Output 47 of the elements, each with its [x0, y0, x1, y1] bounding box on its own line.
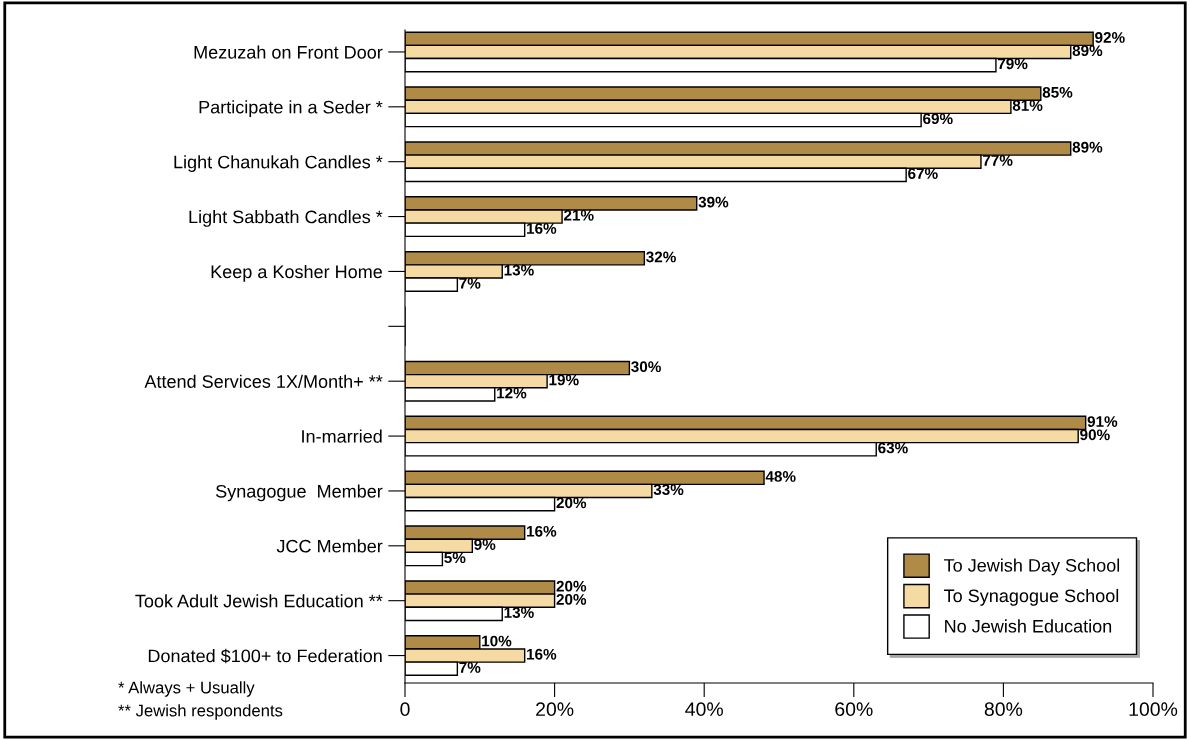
legend-label: To Jewish Day School	[944, 558, 1120, 576]
y-tick-label: Keep a Kosher Home	[211, 264, 382, 282]
data-label: 39%	[698, 196, 729, 208]
data-label: 92%	[1095, 32, 1125, 43]
text: * Always + Usually	[118, 681, 255, 697]
y-tick-label: In-married	[302, 429, 382, 443]
y-tick-label: JCC Member	[276, 539, 383, 553]
data-label: 32%	[646, 251, 676, 263]
data-label: 7%	[459, 277, 481, 289]
data-label: 21%	[564, 209, 594, 221]
data-label: 30%	[631, 361, 661, 373]
data-label: 16%	[527, 525, 557, 537]
data-label: 20%	[556, 580, 587, 592]
x-tick-label: 80%	[984, 702, 1023, 717]
text: ** Jewish respondents	[118, 704, 283, 720]
data-label: 16%	[527, 648, 557, 660]
x-tick-label: 60%	[835, 702, 873, 717]
x-tick-label: 20%	[536, 702, 574, 717]
y-tick-label: Synagogue Member	[216, 484, 383, 502]
y-tick-label: Took Adult Jewish Education **	[135, 594, 383, 608]
data-label: 90%	[1080, 429, 1110, 441]
data-label: 10%	[482, 635, 512, 647]
y-tick-label: Attend Services 1X/Month+ **	[144, 374, 383, 388]
x-tick-label: 0	[400, 702, 410, 717]
y-tick-label: Light Chanukah Candles *	[174, 155, 383, 172]
data-label: 77%	[983, 155, 1013, 166]
data-label: 16%	[527, 223, 557, 234]
data-label: 33%	[653, 484, 684, 496]
x-tick-label: 100%	[1129, 702, 1178, 717]
data-label: 13%	[504, 264, 534, 276]
data-label: 12%	[497, 387, 527, 399]
data-label: 19%	[549, 374, 579, 386]
data-label: 7%	[459, 662, 481, 673]
y-tick-label: Mezuzah on Front Door	[194, 45, 383, 59]
data-label: 20%	[556, 497, 587, 509]
data-label: 89%	[1072, 141, 1103, 153]
data-label: 20%	[556, 593, 587, 605]
data-label: 91%	[1087, 416, 1118, 427]
data-label: 48%	[765, 471, 796, 482]
y-tick-label: Light Sabbath Candles *	[189, 210, 383, 227]
legend-label: No Jewish Education	[945, 619, 1112, 633]
data-label: 85%	[1042, 86, 1073, 98]
x-tick-label: 40%	[685, 702, 723, 717]
y-tick-label: Participate in a Seder *	[199, 100, 383, 118]
data-label: 63%	[878, 442, 908, 454]
y-tick-label: Donated $100+ to Federation	[148, 648, 382, 664]
legend-label: To Synagogue School	[944, 588, 1119, 606]
